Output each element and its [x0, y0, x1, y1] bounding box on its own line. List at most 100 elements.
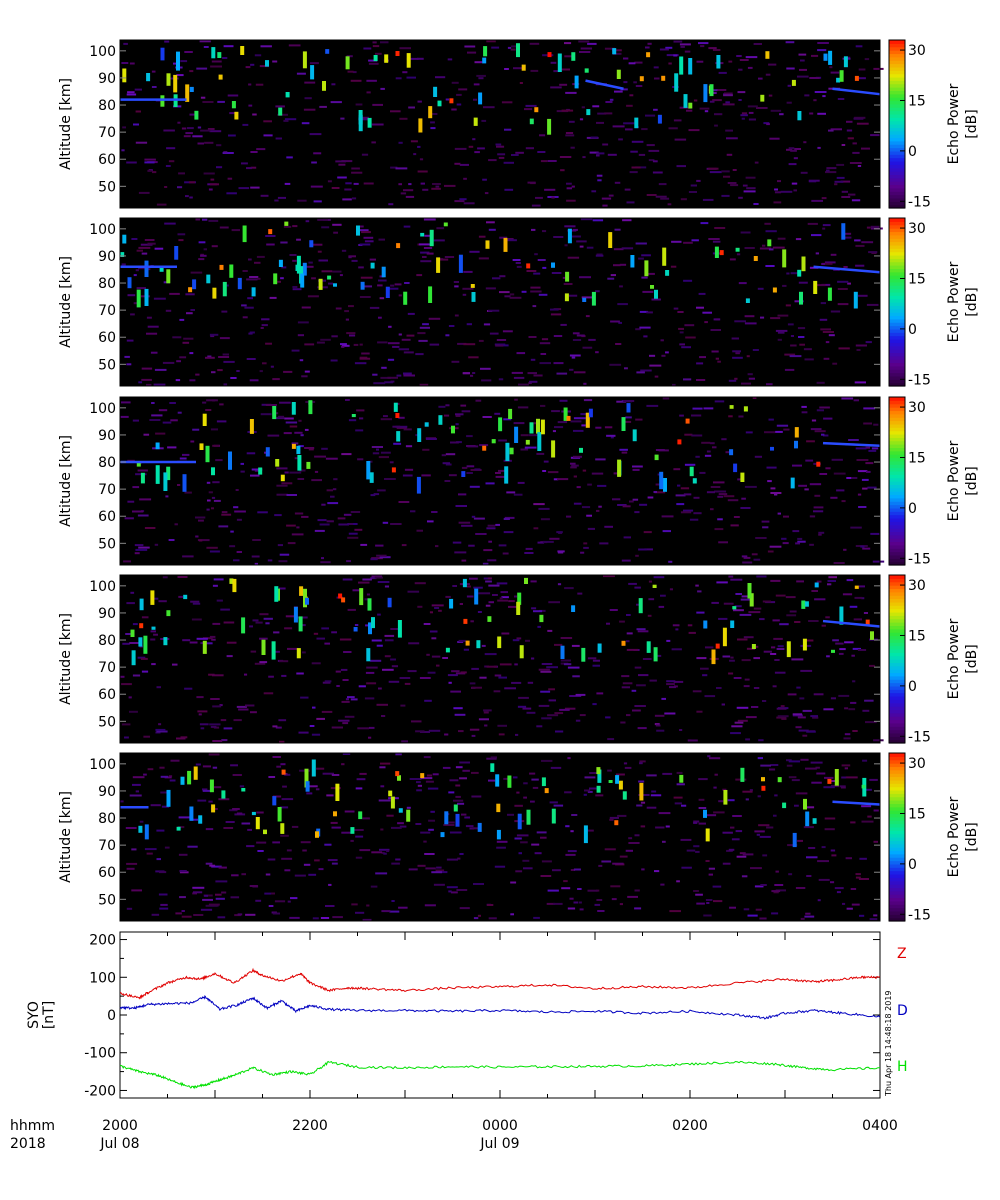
x-date-label: Jul 09	[479, 1136, 519, 1152]
colorbar-tick-label: 0	[908, 679, 917, 695]
echo-panel-3: 50 60 70 80 90 100 Altitude [km] -15 0 15 30 Echo P…	[58, 396, 980, 567]
y-tick-label: 60	[98, 687, 116, 703]
colorbar-label-line2: [dB]	[964, 287, 980, 316]
heatmap-echoes	[120, 759, 881, 848]
x-tick-label: 2000	[102, 1118, 138, 1134]
colorbar: -15 0 15 30 Echo Power [dB]	[888, 574, 980, 745]
echo-layer	[822, 619, 881, 628]
x-date-label: Jul 08	[99, 1136, 139, 1152]
colorbar-tick-label: 30	[908, 578, 926, 594]
colorbar-label: Echo Power [dB]	[946, 440, 980, 521]
x-tick-label: 0000	[482, 1118, 518, 1134]
y-tick-label: 100	[89, 970, 116, 986]
y-tick-label: 50	[98, 179, 116, 195]
legend-D: D	[897, 1003, 908, 1019]
colorbar-tick-label: 0	[908, 322, 917, 338]
y-tick-label: 80	[98, 276, 116, 292]
y-tick-label: 70	[98, 303, 116, 319]
y-tick-label: 90	[98, 71, 116, 87]
echo-panel-4: 50 60 70 80 90 100 Altitude [km] -15 0 15 30 Echo P…	[58, 574, 980, 745]
y-axis-label: Altitude [km]	[58, 256, 74, 348]
colorbar-tick-label: -15	[908, 907, 931, 923]
colorbar-tick-label: -15	[908, 729, 931, 745]
echo-panel-5: 50 60 70 80 90 100 Altitude [km] -15 0 15 30 Echo P…	[58, 752, 980, 923]
timestamp-label: Thu Apr 18 14:48:18 2019	[884, 990, 893, 1097]
colorbar-tick-label: -15	[908, 551, 931, 567]
colorbar-tick-label: 30	[908, 756, 926, 772]
colorbar-label: Echo Power [dB]	[946, 796, 980, 877]
y-axis-label: Altitude [km]	[58, 78, 74, 170]
colorbar: -15 0 15 30 Echo Power [dB]	[888, 396, 980, 567]
colorbar-label: Echo Power [dB]	[946, 618, 980, 699]
y-tick-label: 80	[98, 811, 116, 827]
colorbar-tick-label: 0	[908, 857, 917, 873]
y-tick-label: 50	[98, 536, 116, 552]
y-tick-label: 100	[89, 579, 116, 595]
y-tick-label: 70	[98, 125, 116, 141]
series-D-line	[119, 995, 881, 1020]
colorbar-tick-label: 15	[908, 271, 926, 287]
heatmap-noise	[120, 575, 884, 743]
colorbar-label-line2: [dB]	[964, 109, 980, 138]
y-tick-label: 90	[98, 606, 116, 622]
colorbar-label-line1: Echo Power	[946, 796, 962, 877]
heatmap-noise	[121, 218, 883, 386]
echo-layer	[813, 265, 881, 274]
panel-frame	[119, 39, 881, 209]
legend-Z: Z	[897, 946, 907, 962]
echo-layer	[832, 87, 881, 96]
y-tick-label: 50	[98, 892, 116, 908]
y-tick-label: 200	[89, 933, 116, 949]
colorbar-tick-label: 15	[908, 628, 926, 644]
y-tick-label: 100	[89, 222, 116, 238]
x-tick-label: 2200	[292, 1118, 328, 1134]
colorbar-label-line2: [dB]	[964, 822, 980, 851]
colorbar-label-line2: [dB]	[964, 644, 980, 673]
colorbar-label-line1: Echo Power	[946, 440, 962, 521]
y-axis-label: Altitude [km]	[58, 613, 74, 705]
colorbar-label-line1: Echo Power	[946, 261, 962, 342]
y-tick-label: 60	[98, 330, 116, 346]
y-tick-label: 70	[98, 838, 116, 854]
y-tick-label: 70	[98, 660, 116, 676]
panel-frame	[119, 396, 881, 566]
panel-frame	[119, 217, 881, 387]
colorbar-tick-label: 15	[908, 806, 926, 822]
y-tick-label: -100	[84, 1046, 116, 1062]
magnetometer-panel: -200 -100 0 100 200 SYO [nT] Z D H	[26, 931, 908, 1099]
x-tick-label: 0400	[862, 1118, 898, 1134]
y-tick-label: 100	[89, 44, 116, 60]
legend-H: H	[897, 1059, 908, 1075]
y-tick-label: 100	[89, 401, 116, 417]
mag-y-label: SYO [nT]	[26, 1001, 57, 1029]
echo-panels: 50 60 70 80 90 100 Altitude [km] -15 0 15 30 Echo P…	[58, 39, 980, 923]
y-tick-label: 60	[98, 509, 116, 525]
mag-frame	[119, 931, 881, 1099]
colorbar-tick-label: 30	[908, 221, 926, 237]
echo-layer	[585, 79, 624, 90]
colorbar-label-line2: [dB]	[964, 466, 980, 495]
colorbar-label: Echo Power [dB]	[946, 83, 980, 164]
mag-y-label-line2: [nT]	[41, 1001, 57, 1029]
panel-frame	[119, 752, 881, 922]
y-tick-label: 100	[89, 757, 116, 773]
y-tick-label: 80	[98, 455, 116, 471]
heatmap-echoes	[120, 221, 881, 309]
colorbar: -15 0 15 30 Echo Power [dB]	[888, 39, 980, 210]
heatmap-echoes	[120, 43, 881, 135]
x-row2-label: 2018	[10, 1136, 46, 1152]
echo-panel-2: 50 60 70 80 90 100 Altitude [km] -15 0 15 30 Echo P…	[58, 217, 980, 388]
colorbar-tick-label: 15	[908, 93, 926, 109]
echo-panel-1: 50 60 70 80 90 100 Altitude [km] -15 0 15 30 Echo P…	[58, 39, 980, 210]
colorbar-label-line1: Echo Power	[946, 83, 962, 164]
echo-layer	[822, 441, 881, 448]
y-axis-label: Altitude [km]	[58, 435, 74, 527]
colorbar: -15 0 15 30 Echo Power [dB]	[888, 217, 980, 388]
heatmap-area	[120, 218, 880, 386]
y-tick-label: 60	[98, 152, 116, 168]
colorbar-tick-label: -15	[908, 372, 931, 388]
series-Z-line	[120, 967, 881, 1000]
colorbar-tick-label: 30	[908, 400, 926, 416]
